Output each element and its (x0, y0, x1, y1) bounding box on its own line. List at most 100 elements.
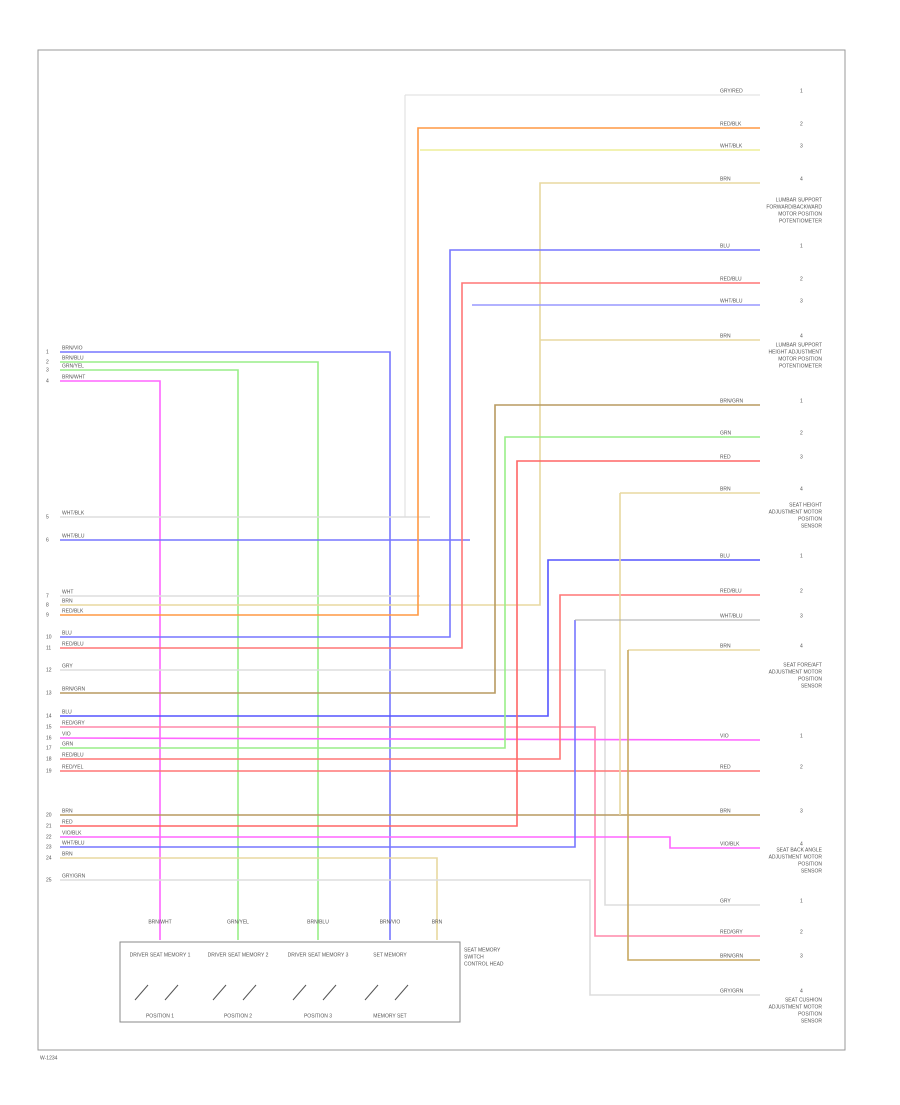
wire (242, 984, 257, 1001)
pin-number: 21 (46, 823, 52, 829)
wire-code: RED/GRY (62, 720, 85, 726)
switch-label: SET MEMORY (373, 952, 407, 958)
pin-number: 3 (800, 143, 803, 149)
component-label: POTENTIOMETER (779, 218, 822, 224)
wire-code: GRN (62, 741, 74, 747)
pin-number: 7 (46, 593, 49, 599)
wire (60, 836, 760, 849)
wire-code: VIO/BLK (62, 830, 82, 836)
pin-number: 4 (800, 643, 803, 649)
switch-label: DRIVER SEAT MEMORY 3 (288, 952, 349, 958)
pin-number: 18 (46, 756, 52, 762)
pin-number: 1 (800, 553, 803, 559)
wire-code: WHT/BLU (720, 613, 743, 619)
pin-number: 16 (46, 735, 52, 741)
wire-code: VIO/BLK (720, 841, 740, 847)
pin-number: 12 (46, 667, 52, 673)
pin-number: 11 (46, 645, 51, 651)
wire-code: WHT/BLK (720, 143, 743, 149)
wire-code: BLU (720, 243, 730, 249)
wire (60, 857, 438, 940)
wire-code: BLU (62, 709, 72, 715)
pin-number: 17 (46, 745, 52, 751)
wire (60, 351, 391, 940)
pin-number: 2 (800, 276, 803, 282)
pin-number: 4 (800, 841, 803, 847)
component-label: LUMBAR SUPPORT (776, 197, 822, 203)
pin-number: 4 (800, 333, 803, 339)
pin-number: 2 (800, 430, 803, 436)
component-label: SENSOR (801, 868, 823, 874)
wire-code: BRN/WHT (62, 374, 85, 380)
pin-number: 2 (800, 588, 803, 594)
pin-number: 15 (46, 724, 52, 730)
pin-number: 10 (46, 634, 52, 640)
wire-code: WHT/BLU (62, 840, 85, 846)
wire (60, 404, 760, 694)
pin-number: 4 (800, 486, 803, 492)
component-label: SEAT FORE/AFT (783, 662, 822, 668)
switch-function: MEMORY SET (373, 1013, 406, 1019)
wire-code: WHT (62, 589, 73, 595)
component-label: POSITION (798, 676, 822, 682)
wire-code: VIO (62, 731, 71, 737)
pin-number: 23 (46, 844, 52, 850)
wire (212, 984, 227, 1001)
wire-code: WHT/BLU (62, 533, 85, 539)
wire (60, 559, 760, 717)
pin-number: 3 (800, 298, 803, 304)
component-label: POSITION (798, 516, 822, 522)
switch-function: POSITION 3 (304, 1013, 332, 1019)
pin-number: 6 (46, 537, 49, 543)
pin-number: 25 (46, 877, 52, 883)
pin-number: 3 (800, 454, 803, 460)
wire-code: BRN (720, 176, 731, 182)
pin-number: 3 (800, 808, 803, 814)
wire (60, 460, 760, 827)
wire (322, 984, 337, 1001)
pin-number: 4 (800, 176, 803, 182)
wire-code: RED/YEL (62, 764, 84, 770)
wire (60, 669, 760, 906)
module-label: SEAT MEMORY (464, 947, 501, 953)
component-label: MOTOR POSITION (778, 356, 822, 362)
wire-code: BRN/VIO (62, 345, 83, 351)
pin-number: 4 (800, 988, 803, 994)
component-label: ADJUSTMENT MOTOR (769, 509, 823, 515)
wire-code: BRN/BLU (62, 355, 84, 361)
pin-number: 2 (800, 121, 803, 127)
pin-number: 9 (46, 612, 49, 618)
wire-code: GRN/YEL (227, 919, 249, 925)
wire-code: GRN/YEL (62, 363, 84, 369)
component-label: SEAT CUSHION (785, 997, 822, 1003)
pin-number: 8 (46, 602, 49, 608)
wire (627, 650, 760, 961)
wire-code: RED/GRY (720, 929, 743, 935)
pin-number: 19 (46, 768, 52, 774)
pin-number: 2 (800, 764, 803, 770)
wire-code: BRN (720, 808, 731, 814)
wire-code: RED/BLU (720, 588, 742, 594)
pin-number: 4 (46, 378, 49, 384)
wire-code: BRN/BLU (307, 919, 329, 925)
wire-code: RED (720, 764, 731, 770)
switch-label: DRIVER SEAT MEMORY 1 (130, 952, 191, 958)
wire (60, 282, 760, 649)
wire-code: BRN (62, 808, 73, 814)
switch-label: DRIVER SEAT MEMORY 2 (208, 952, 269, 958)
wire-code: GRY/GRN (62, 873, 86, 879)
component-label: ADJUSTMENT MOTOR (769, 1004, 823, 1010)
wire (60, 127, 760, 616)
footer: W-1234 (40, 1055, 58, 1061)
component-label: POSITION (798, 1011, 822, 1017)
pin-number: 1 (46, 349, 49, 355)
wire-code: BRN (432, 919, 443, 925)
component-label: SEAT HEIGHT (789, 502, 822, 508)
wire-code: RED/BLU (62, 641, 84, 647)
component-label: SENSOR (801, 683, 823, 689)
component-label: LUMBAR SUPPORT (776, 342, 822, 348)
wire-code: GRY (62, 663, 73, 669)
wire (59, 737, 761, 741)
wire (60, 361, 319, 940)
